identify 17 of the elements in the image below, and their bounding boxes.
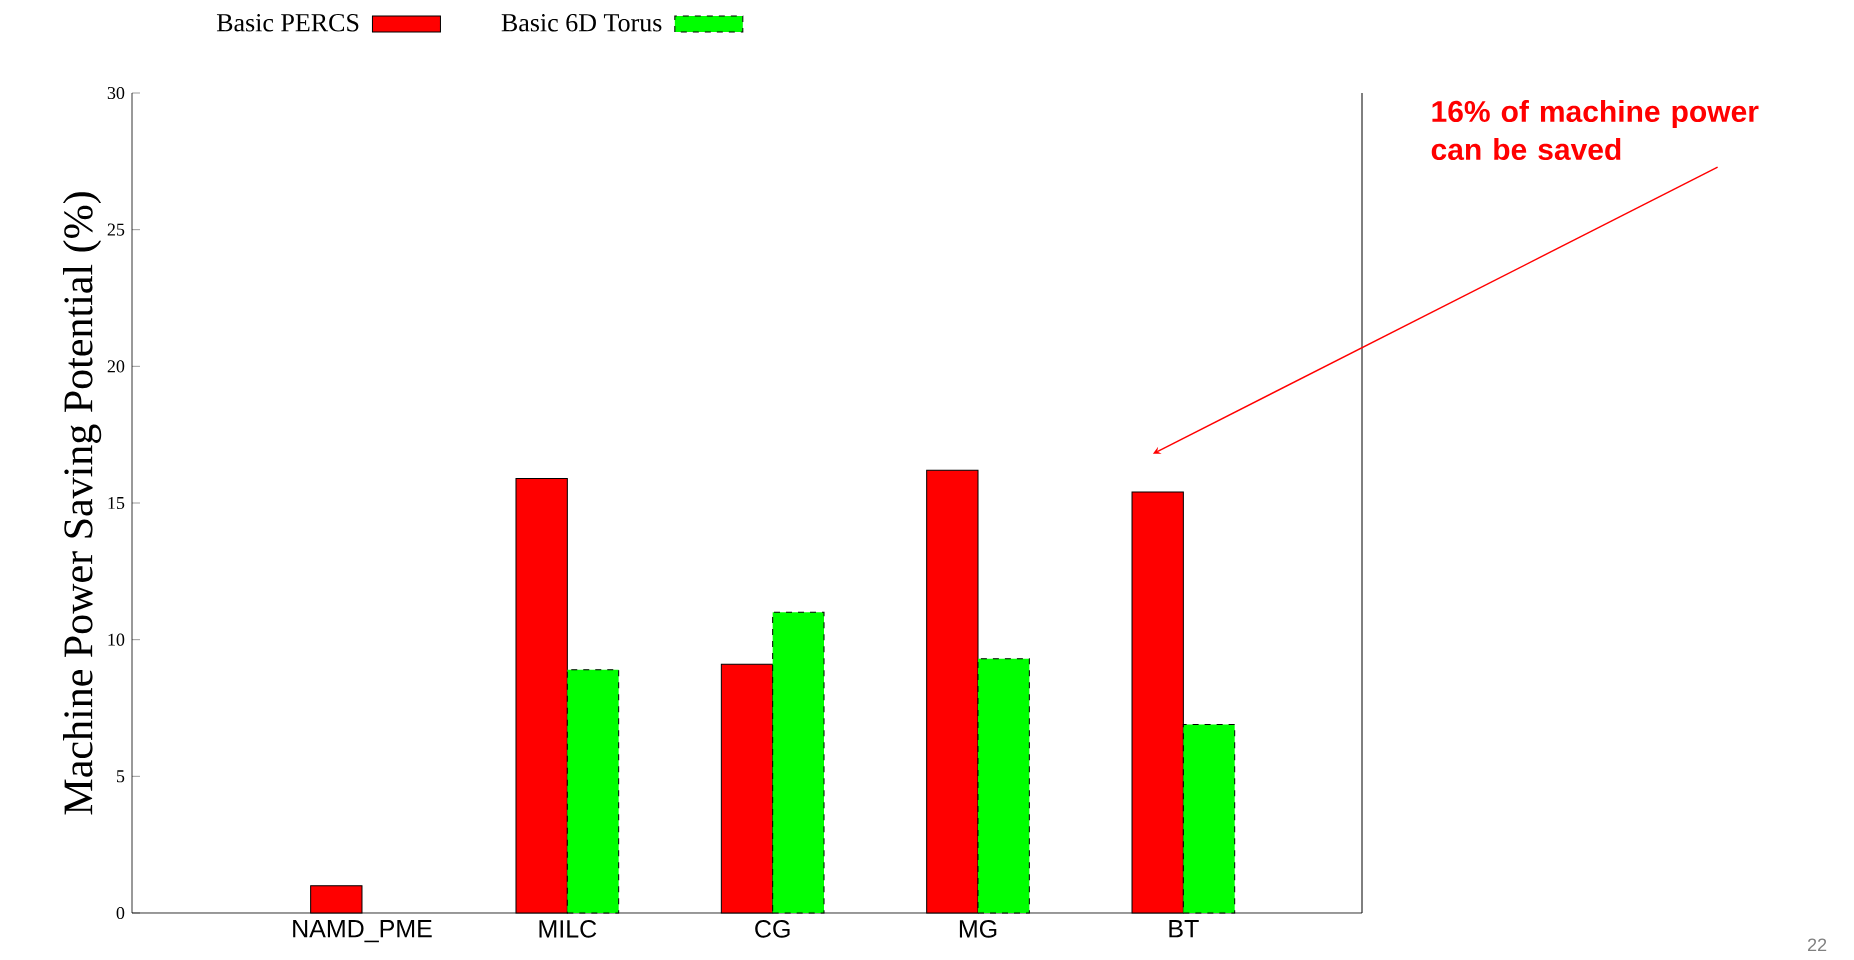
text: 16% of machine power can be saved: [1431, 100, 1759, 161]
x-tick-label: CG: [755, 920, 790, 938]
y-tick-label: 5: [116, 770, 125, 783]
x-tick-label: MG: [959, 920, 997, 938]
y-tick-label: 10: [108, 633, 125, 646]
y-tick-label: 20: [107, 360, 125, 373]
y-tick-label: 15: [108, 496, 125, 510]
y-tick-label: 25: [107, 223, 125, 236]
x-tick-label: BT: [1169, 920, 1199, 938]
x-tick-label: NAMD_PME: [293, 920, 432, 943]
y-tick-label: 0: [116, 906, 125, 920]
x-tick-label: MILC: [539, 920, 597, 938]
y-tick-label: 30: [107, 86, 125, 100]
text: 22: [1807, 938, 1827, 952]
legend-label: Basic PERCS: [216, 14, 359, 32]
y-axis-title: Machine Power Saving Potential (%): [63, 192, 102, 815]
legend-label: Basic 6D Torus: [501, 14, 662, 32]
